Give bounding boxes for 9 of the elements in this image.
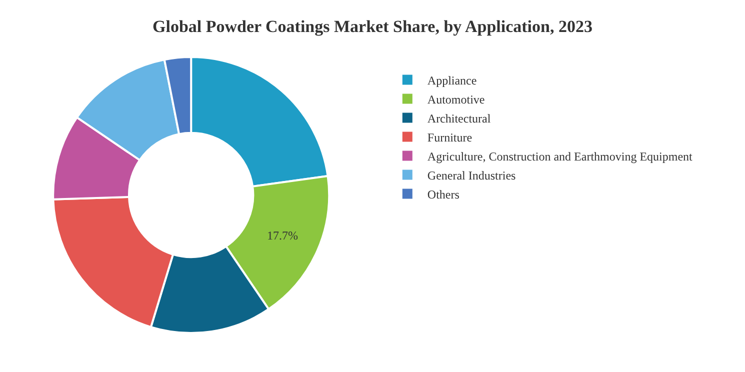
legend-label: Others	[427, 187, 460, 202]
legend-label: Appliance	[427, 73, 477, 88]
chart-title: Global Powder Coatings Market Share, by Application, 2023	[152, 16, 592, 36]
legend-label: Architectural	[427, 111, 492, 126]
legend-label: Furniture	[427, 130, 472, 144]
data-label: 17.7%	[267, 228, 298, 243]
legend-label: Agriculture, Construction and Earthmoving Equipment	[427, 149, 694, 164]
legend-label: General Industries	[427, 168, 516, 182]
legend-label: Automotive	[427, 92, 485, 106]
